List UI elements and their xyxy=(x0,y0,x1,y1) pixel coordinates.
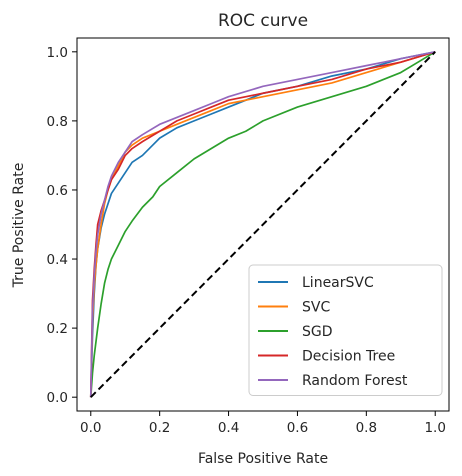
y-tick-label: 0.8 xyxy=(47,114,68,130)
chance-diagonal-line xyxy=(90,51,436,398)
y-tick-label: 0.0 xyxy=(47,390,68,406)
y-axis-label: True Positive Rate xyxy=(11,163,27,289)
legend-label: Decision Tree xyxy=(302,349,395,365)
legend-label: Random Forest xyxy=(302,373,408,389)
x-tick-label: 0.0 xyxy=(80,420,101,436)
chart-title: ROC curve xyxy=(218,11,308,31)
x-tick-label: 0.8 xyxy=(356,420,377,436)
series-line-decision-tree xyxy=(89,50,436,398)
legend-label: SGD xyxy=(302,324,333,340)
y-tick-label: 0.2 xyxy=(47,321,68,337)
series-line-sgd xyxy=(89,51,436,398)
axis-ticks: 0.0 0.2 0.4 0.6 0.8 1.0 0.0 0.2 0.4 0.6 0.8 1.0 xyxy=(47,45,446,436)
x-tick-label: 0.4 xyxy=(218,420,239,436)
series-line-random-forest xyxy=(89,50,436,398)
y-tick-label: 1.0 xyxy=(47,45,68,61)
y-tick-label: 0.4 xyxy=(47,252,68,268)
y-tick-label: 0.6 xyxy=(47,183,68,199)
legend-label: LinearSVC xyxy=(302,275,374,291)
x-tick-label: 0.6 xyxy=(287,420,308,436)
plot-frame xyxy=(76,37,450,412)
series-line-svc xyxy=(89,50,436,398)
x-tick-label: 1.0 xyxy=(424,420,445,436)
x-tick-label: 0.2 xyxy=(149,420,170,436)
plot-lines xyxy=(89,50,436,398)
legend-box xyxy=(248,264,443,396)
legend: LinearSVC SVC SGD Decision Tree Random Fores… xyxy=(248,264,443,396)
x-axis-label: False Positive Rate xyxy=(198,451,328,467)
legend-label: SVC xyxy=(302,300,330,316)
